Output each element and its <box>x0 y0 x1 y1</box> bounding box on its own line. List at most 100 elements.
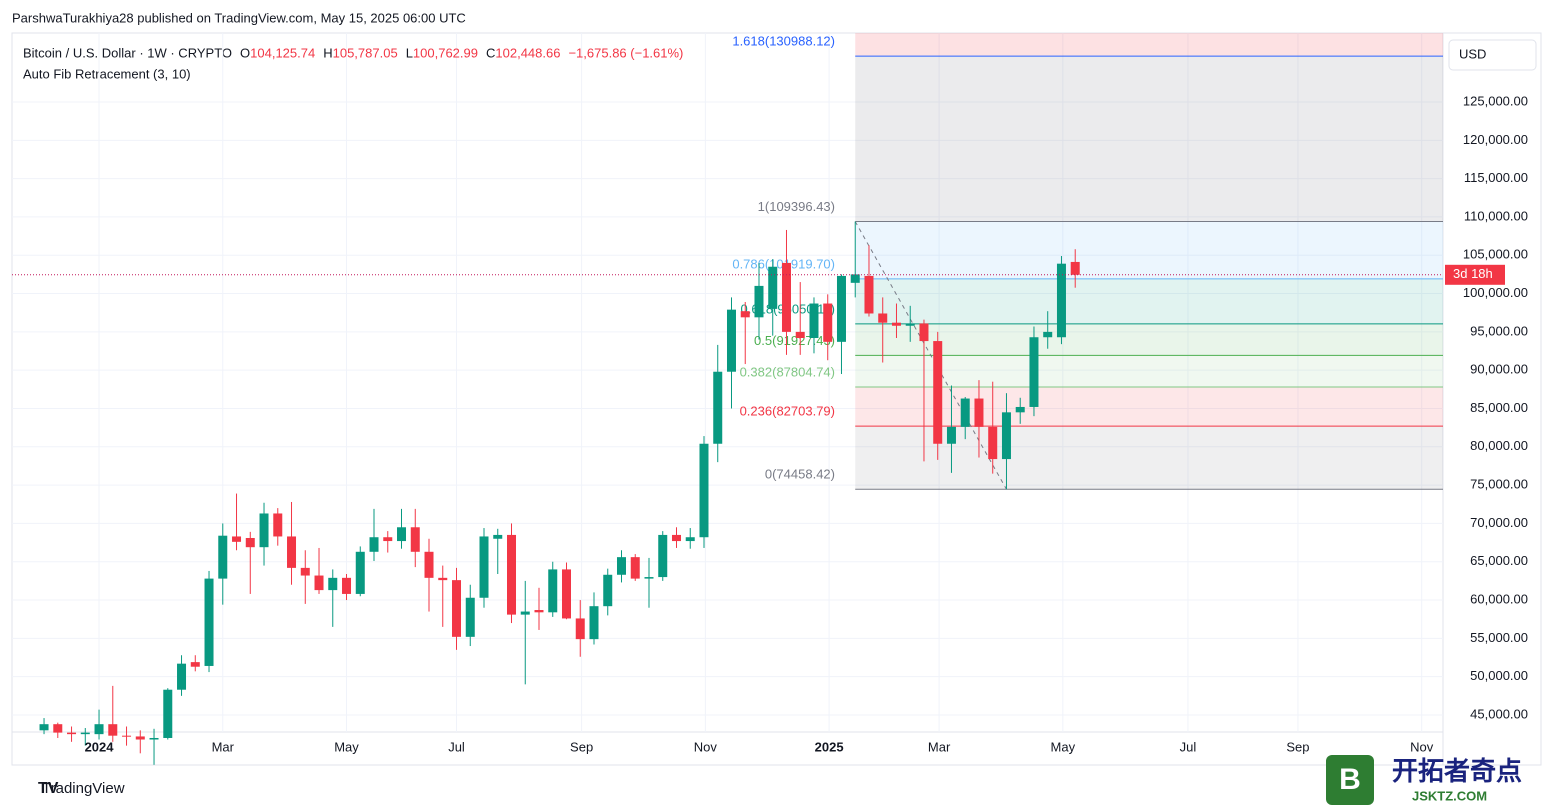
candle-body <box>149 737 159 740</box>
currency-box[interactable] <box>1448 39 1537 71</box>
watermark-logo-letter: B <box>1339 763 1361 796</box>
candle-body <box>342 577 352 594</box>
fib-zone <box>855 426 1443 490</box>
plot-area: 1.618(130988.12)1(109396.43)0.786(101919… <box>12 33 1443 765</box>
fib-zone <box>855 278 1443 324</box>
candle-body <box>259 513 269 548</box>
ohlc-value: 105,787.05 <box>333 45 398 60</box>
candle-body <box>658 534 668 578</box>
candle-body <box>850 274 860 283</box>
x-tick-label: Nov <box>1410 739 1434 754</box>
ohlc-value: 102,448.66 <box>495 45 560 60</box>
candle-body <box>768 266 778 309</box>
candle-body <box>1029 337 1039 407</box>
y-tick-label: 50,000.00 <box>1470 668 1528 683</box>
candle-body <box>94 724 104 735</box>
candle-body <box>424 551 434 578</box>
candle-body <box>699 443 709 538</box>
chart-title: Bitcoin / U.S. Dollar · 1W · CRYPTO <box>23 45 232 60</box>
candle-body <box>644 577 654 579</box>
candle-body <box>232 536 242 542</box>
candle-body <box>575 618 585 640</box>
y-tick-label: 80,000.00 <box>1470 438 1528 453</box>
ohlc-value: 104,125.74 <box>250 45 315 60</box>
x-tick-label: Mar <box>928 739 951 754</box>
x-tick-label: Jul <box>1180 739 1197 754</box>
y-tick-label: 55,000.00 <box>1470 630 1528 645</box>
candle-body <box>122 735 132 737</box>
x-tick-label: May <box>334 739 359 754</box>
candle-body <box>177 663 187 690</box>
x-tick-label: Nov <box>694 739 718 754</box>
fib-label: 1(109396.43) <box>758 199 835 214</box>
y-tick-label: 70,000.00 <box>1470 515 1528 530</box>
candle-body <box>53 724 63 733</box>
fib-zone <box>855 323 1443 356</box>
publisher: ParshwaTurakhiya28 published on TradingV… <box>12 10 466 25</box>
fib-zone <box>855 56 1443 222</box>
y-tick-label: 105,000.00 <box>1463 247 1528 262</box>
candle-body <box>328 577 338 591</box>
countdown: 3d 18h <box>1453 266 1493 281</box>
candle-body <box>946 426 956 444</box>
candle-body <box>960 398 970 427</box>
frame <box>11 32 1542 766</box>
candle-body <box>603 574 613 607</box>
candle-body <box>864 275 874 314</box>
countdown-tag <box>1445 264 1505 285</box>
candle-body <box>548 569 558 613</box>
x-tick-label: May <box>1051 739 1076 754</box>
y-tick-label: 125,000.00 <box>1463 93 1528 108</box>
currency: USD <box>1459 46 1486 61</box>
candle-body <box>273 513 283 537</box>
candle-body <box>905 323 915 326</box>
ohlc-key: C <box>486 45 495 60</box>
fib-trend-line <box>854 221 1007 490</box>
x-tick-label: 2024 <box>85 739 115 754</box>
candle-body <box>135 736 145 740</box>
candle-body <box>630 557 640 579</box>
change: −1,675.86 (−1.61%) <box>568 45 683 60</box>
candle-body <box>781 262 791 332</box>
candle-body <box>397 527 407 542</box>
candle-body <box>671 534 681 542</box>
candle-body <box>452 580 462 637</box>
candle-body <box>245 537 255 548</box>
fib-zone <box>855 221 1443 279</box>
y-tick-label: 45,000.00 <box>1470 706 1528 721</box>
candle-body <box>438 577 448 581</box>
watermark-logo <box>1326 755 1374 805</box>
candle-body <box>534 610 544 613</box>
tv-logo: TV <box>38 780 59 797</box>
candle-body <box>369 537 379 552</box>
candle-body <box>685 537 695 542</box>
x-tick-label: 2025 <box>815 739 844 754</box>
grid <box>12 33 1443 732</box>
y-tick-label: 120,000.00 <box>1463 132 1528 147</box>
candle-body <box>190 662 200 667</box>
indicator-name: Auto Fib Retracement (3, 10) <box>23 66 191 81</box>
candle-body <box>919 323 929 342</box>
x-tick-label: Mar <box>212 739 235 754</box>
candle-body <box>823 303 833 342</box>
brand: TradingView <box>42 780 125 797</box>
candle-body <box>204 578 214 666</box>
y-tick-label: 85,000.00 <box>1470 400 1528 415</box>
candle-body <box>1015 406 1025 413</box>
candle-body <box>713 371 723 444</box>
candle-body <box>479 536 489 598</box>
candle-body <box>795 331 805 339</box>
candle-body <box>754 285 764 318</box>
candle-body <box>1056 263 1066 338</box>
candle-body <box>465 597 475 637</box>
candle-body <box>520 611 530 615</box>
fib-label: 0.382(87804.74) <box>740 364 835 379</box>
fib-zone <box>855 387 1443 427</box>
candle-body <box>1001 412 1011 460</box>
fib-zone <box>855 355 1443 388</box>
candle-body <box>410 527 420 552</box>
candle-body <box>1043 331 1053 338</box>
candle-body <box>355 551 365 594</box>
ohlc-value: 100,762.99 <box>413 45 478 60</box>
